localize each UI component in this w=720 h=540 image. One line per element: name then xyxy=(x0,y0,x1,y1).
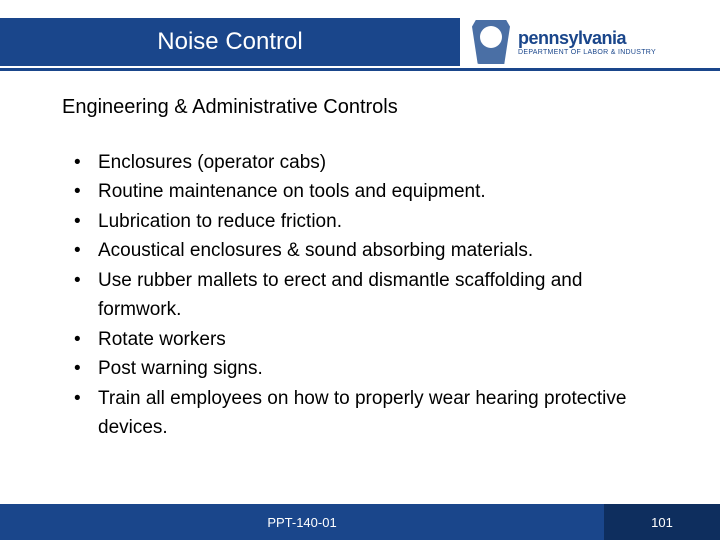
slide-subtitle: Engineering & Administrative Controls xyxy=(62,96,398,119)
list-item: Post warning signs. xyxy=(74,354,654,383)
logo-department: DEPARTMENT OF LABOR & INDUSTRY xyxy=(518,49,656,56)
list-item: Rotate workers xyxy=(74,325,654,354)
bullet-list: Enclosures (operator cabs) Routine maint… xyxy=(74,148,654,442)
list-item: Train all employees on how to properly w… xyxy=(74,384,654,443)
list-item: Acoustical enclosures & sound absorbing … xyxy=(74,236,654,265)
page-number: 101 xyxy=(651,515,673,530)
title-underline xyxy=(0,68,720,71)
pa-logo: pennsylvania DEPARTMENT OF LABOR & INDUS… xyxy=(472,18,702,66)
footer-code: PPT-140-01 xyxy=(267,515,336,530)
list-item: Enclosures (operator cabs) xyxy=(74,148,654,177)
slide-title: Noise Control xyxy=(157,28,302,56)
logo-text: pennsylvania DEPARTMENT OF LABOR & INDUS… xyxy=(518,29,656,56)
footer-page-box: 101 xyxy=(604,504,720,540)
footer-bar: PPT-140-01 xyxy=(0,504,604,540)
title-bar: Noise Control xyxy=(0,18,460,66)
keystone-icon xyxy=(472,20,510,64)
logo-state: pennsylvania xyxy=(518,29,656,47)
list-item: Lubrication to reduce friction. xyxy=(74,207,654,236)
list-item: Routine maintenance on tools and equipme… xyxy=(74,177,654,206)
list-item: Use rubber mallets to erect and dismantl… xyxy=(74,266,654,325)
